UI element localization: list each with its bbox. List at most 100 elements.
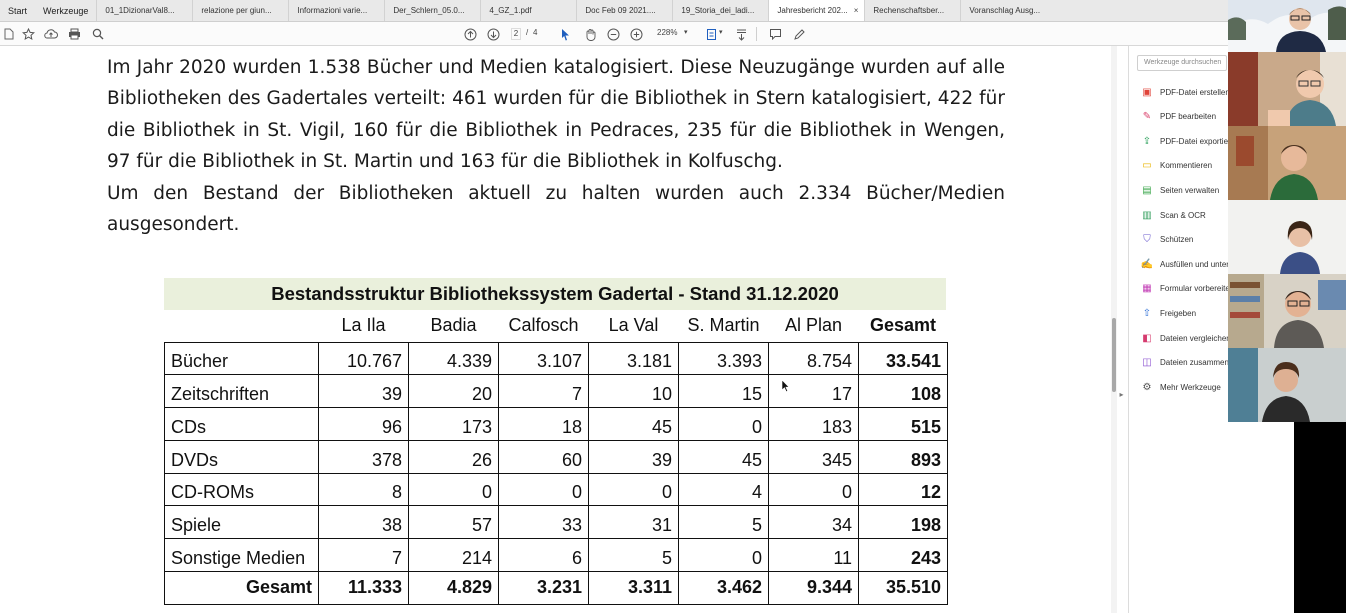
- toolbar-divider: [756, 27, 757, 41]
- table-cell: 10: [588, 374, 679, 409]
- table-cell: 7: [318, 538, 409, 573]
- table-row: Sonstige Medien 7 214 6 5 0 11 243: [164, 538, 948, 573]
- tool-comment[interactable]: ▭ Kommentieren: [1141, 157, 1228, 175]
- table-row: DVDs 378 26 60 39 45 345 893: [164, 439, 948, 474]
- tab-title: 01_1DizionarVal8...: [105, 6, 175, 15]
- fit-page-icon[interactable]: [704, 26, 720, 42]
- hand-tool-icon[interactable]: [582, 26, 598, 42]
- table-cell: 3.181: [588, 341, 679, 376]
- inventory-table: La Ila Badia Calfosch La Val S. Martin Al Pla…: [164, 310, 948, 605]
- document-tab[interactable]: relazione per giun...: [192, 0, 288, 21]
- table-row: Zeitschriften 39 20 7 10 15 17 108: [164, 374, 948, 409]
- tool-shield[interactable]: ⛉ Schützen: [1141, 231, 1228, 249]
- close-tab-icon[interactable]: ×: [853, 6, 859, 15]
- zoom-out-icon[interactable]: [605, 26, 621, 42]
- zoom-level[interactable]: 228%: [657, 28, 678, 37]
- video-tile-participant-5[interactable]: [1228, 274, 1346, 348]
- document-tab[interactable]: Voranschlag Ausg...: [960, 0, 1056, 21]
- row-label: Bücher: [164, 341, 319, 376]
- document-tab[interactable]: Informazioni varie...: [288, 0, 384, 21]
- more-tools-icon: ⚙: [1142, 381, 1152, 393]
- next-page-icon[interactable]: [485, 26, 501, 42]
- row-total-cell: 893: [858, 439, 948, 474]
- tool-label: Mehr Werkzeuge: [1160, 382, 1221, 392]
- fit-dropdown-chevron-icon[interactable]: ▾: [719, 29, 723, 36]
- collapse-panel-chevron-icon[interactable]: ▸: [1119, 390, 1124, 399]
- tool-compare[interactable]: ◧ Dateien vergleichen: [1141, 329, 1228, 347]
- table-cell: 3.462: [678, 571, 769, 605]
- tool-pdf-edit[interactable]: ✎ PDF bearbeiten: [1141, 108, 1228, 126]
- tab-title: Rechenschaftsber...: [873, 6, 945, 15]
- tool-form[interactable]: ▦ Formular vorbereiten: [1141, 280, 1228, 298]
- table-body: Bücher 10.767 4.339 3.107 3.181 3.393 8.754 33.…: [164, 341, 948, 605]
- page-number-input[interactable]: 2: [511, 28, 521, 40]
- tool-label: Schützen: [1160, 235, 1194, 245]
- select-cursor-icon[interactable]: [558, 26, 574, 42]
- menu-tools[interactable]: Werkzeuge: [43, 5, 89, 16]
- pages-icon: ▤: [1142, 184, 1152, 196]
- document-scrollbar[interactable]: [1111, 46, 1117, 613]
- star-icon[interactable]: [20, 26, 36, 42]
- tool-scan[interactable]: ▥ Scan & OCR: [1141, 206, 1228, 224]
- row-label: Zeitschriften: [164, 374, 319, 409]
- video-tile-participant-1[interactable]: [1228, 0, 1346, 72]
- row-label: Gesamt: [164, 571, 319, 605]
- pen-tool-icon[interactable]: [791, 26, 807, 42]
- tools-search-input[interactable]: Werkzeuge durchsuchen: [1137, 55, 1227, 71]
- page-total: 4: [533, 28, 538, 37]
- search-icon[interactable]: [90, 26, 106, 42]
- row-label: Spiele: [164, 505, 319, 540]
- scrollbar-thumb[interactable]: [1112, 318, 1116, 392]
- paragraph-weeding: Um den Bestand der Bibliotheken aktuell …: [107, 182, 1005, 236]
- column-header: La Val: [608, 315, 659, 336]
- table-cell: 0: [768, 472, 859, 507]
- table-cell: 45: [588, 407, 679, 441]
- previous-page-icon[interactable]: [462, 26, 478, 42]
- tool-more-tools[interactable]: ⚙ Mehr Werkzeuge: [1141, 378, 1228, 396]
- tool-pages[interactable]: ▤ Seiten verwalten: [1141, 181, 1228, 199]
- video-strip-empty-area: [1294, 422, 1346, 613]
- row-label: DVDs: [164, 439, 319, 474]
- comment-tool-icon[interactable]: [767, 26, 783, 42]
- table-cell: 4.829: [408, 571, 499, 605]
- pdf-create-icon: ▣: [1142, 86, 1152, 98]
- column-header: La Ila: [341, 315, 386, 336]
- document-tab[interactable]: Der_Schlern_05.0...: [384, 0, 480, 21]
- video-tile-participant-4[interactable]: [1228, 200, 1346, 274]
- document-tab[interactable]: Jahresbericht 202... ×: [768, 0, 865, 21]
- print-icon[interactable]: [66, 26, 82, 42]
- table-cell: 10.767: [318, 341, 409, 376]
- tab-title: Doc Feb 09 2021....: [585, 6, 656, 15]
- table-cell: 39: [318, 374, 409, 409]
- zoom-in-icon[interactable]: [628, 26, 644, 42]
- document-tab[interactable]: Doc Feb 09 2021....: [576, 0, 672, 21]
- table-title: Bestandsstruktur Bibliothekssystem Gader…: [164, 278, 946, 310]
- upload-cloud-icon[interactable]: [43, 26, 59, 42]
- table-cell: 345: [768, 439, 859, 474]
- tool-sign[interactable]: ✍ Ausfüllen und unterschreiben: [1141, 255, 1228, 273]
- table-total-row: Gesamt 11.333 4.829 3.231 3.311 3.462 9.344 35.…: [164, 571, 948, 605]
- table-cell: 57: [408, 505, 499, 540]
- document-tab[interactable]: 01_1DizionarVal8...: [96, 0, 192, 21]
- tool-pdf-create[interactable]: ▣ PDF-Datei erstellen: [1141, 83, 1228, 101]
- document-tab[interactable]: 4_GZ_1.pdf: [480, 0, 576, 21]
- tool-combine[interactable]: ◫ Dateien zusammenführen: [1141, 354, 1228, 372]
- table-cell: 17: [768, 374, 859, 409]
- zoom-dropdown-chevron-icon[interactable]: ▾: [684, 29, 688, 36]
- tool-label: Kommentieren: [1160, 161, 1213, 171]
- tool-share[interactable]: ⇧ Freigeben: [1141, 304, 1228, 322]
- scroll-mode-icon[interactable]: [733, 26, 749, 42]
- table-cell: 20: [408, 374, 499, 409]
- column-header: Badia: [430, 315, 477, 336]
- new-file-icon[interactable]: [1, 26, 17, 42]
- document-tab[interactable]: 19_Storia_dei_ladi...: [672, 0, 768, 21]
- compare-icon: ◧: [1142, 332, 1152, 344]
- video-tile-participant-3[interactable]: [1228, 126, 1346, 200]
- tool-pdf-export[interactable]: ⇪ PDF-Datei exportieren: [1141, 132, 1228, 150]
- menu-start[interactable]: Start: [8, 5, 28, 16]
- video-tile-participant-2[interactable]: [1228, 52, 1346, 126]
- document-tab[interactable]: Rechenschaftsber...: [864, 0, 960, 21]
- pdf-edit-icon: ✎: [1142, 111, 1152, 123]
- video-tile-participant-6[interactable]: [1228, 348, 1346, 422]
- table-cell: 7: [498, 374, 589, 409]
